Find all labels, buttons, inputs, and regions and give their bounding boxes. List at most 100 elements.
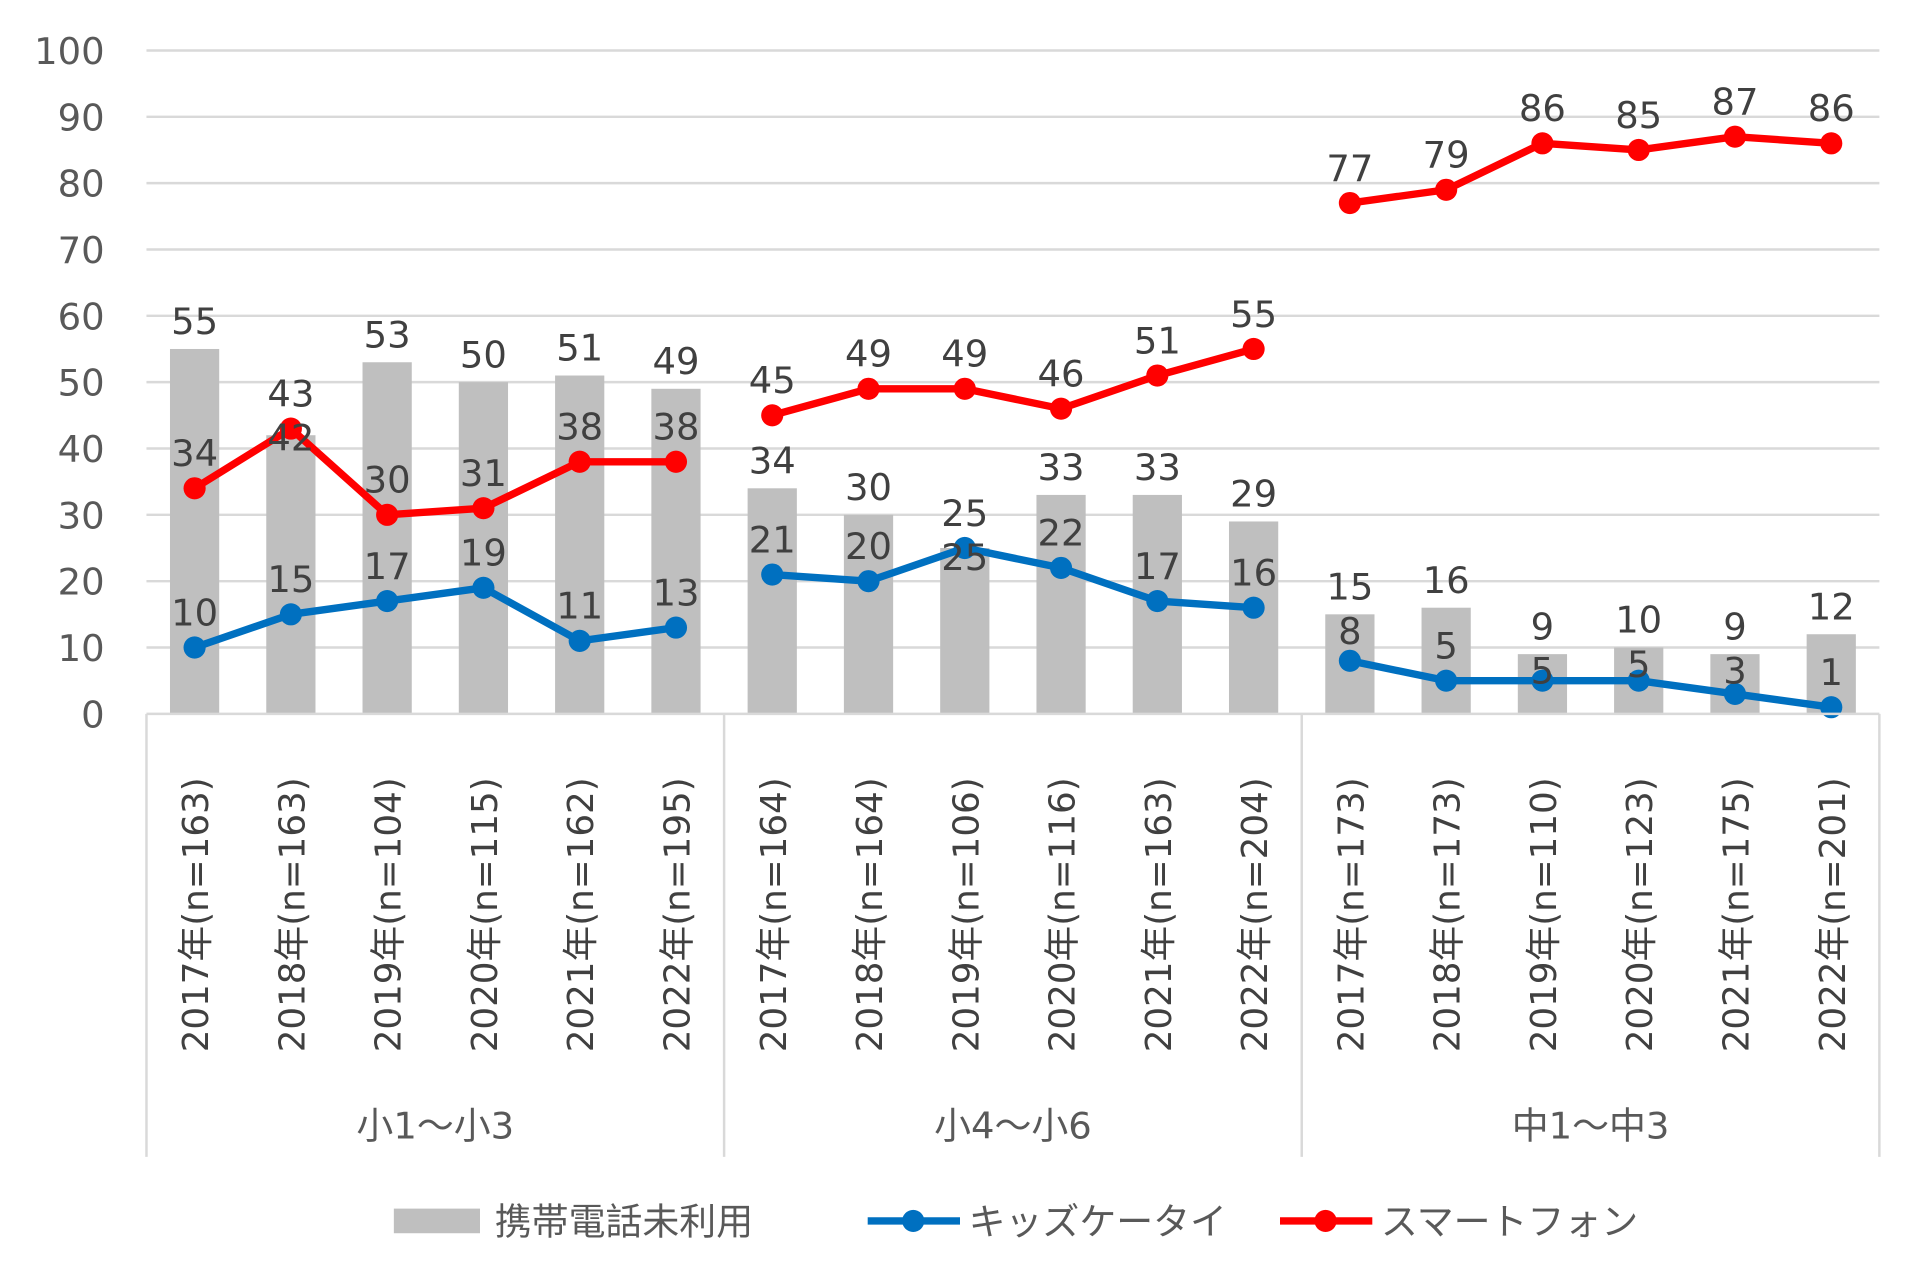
series-marker — [953, 377, 976, 400]
y-axis-ticks: 0 10 20 30 40 50 60 70 80 90 100 — [34, 30, 104, 736]
series-marker — [1627, 138, 1650, 162]
bar — [843, 514, 894, 714]
x-axis: 2017年(n=163) 2018年(n=163) 2019年(n=104) 2020… — [145, 712, 1881, 1157]
series-marker — [472, 576, 495, 599]
bar — [555, 375, 605, 714]
line-data-label: 19 — [460, 532, 507, 575]
series-marker — [183, 477, 206, 500]
legend-label: キッズケータイ — [969, 1200, 1227, 1243]
x-category-label: 2021年(n=163) — [1139, 777, 1180, 1052]
y-tick-label: 90 — [58, 96, 105, 139]
series-marker — [1242, 337, 1265, 361]
line-data-label: 22 — [1038, 512, 1085, 555]
series-line — [771, 544, 1254, 612]
x-group-label: 中1～中3 — [1512, 1104, 1670, 1147]
x-category-label: 2020年(n=123) — [1620, 777, 1661, 1052]
x-category-label: 2022年(n=195) — [658, 777, 699, 1052]
series-marker — [568, 629, 591, 652]
series-marker — [664, 450, 688, 473]
x-category-label: 2019年(n=104) — [369, 777, 410, 1052]
line-data-label: 8 — [1338, 610, 1361, 653]
line-data-label: 43 — [267, 372, 314, 415]
series-marker — [1338, 649, 1361, 672]
series-marker — [1531, 132, 1554, 155]
series-marker — [376, 503, 399, 526]
series-line — [193, 584, 677, 651]
line-data-label: 55 — [1230, 293, 1277, 336]
bar — [1036, 494, 1086, 714]
line-data-label: 31 — [460, 452, 507, 495]
bar — [169, 348, 220, 714]
series-marker — [1627, 669, 1650, 692]
x-group-label: 小4～小6 — [934, 1104, 1092, 1147]
line-data-label: 85 — [1615, 94, 1662, 137]
series-line — [1349, 133, 1832, 207]
line-data-label: 38 — [652, 406, 699, 449]
x-category-label: 2018年(n=164) — [850, 777, 891, 1052]
bar — [747, 488, 797, 714]
x-category-label: 2021年(n=162) — [561, 777, 602, 1052]
line-data-label: 34 — [171, 432, 218, 475]
bar-data-label: 34 — [749, 440, 796, 483]
x-category-label: 2017年(n=163) — [176, 777, 217, 1052]
line-data-label: 25 — [941, 492, 988, 535]
lines — [183, 125, 1843, 719]
bar — [651, 388, 701, 714]
bar-data-label: 25 — [941, 536, 988, 579]
line-data-label: 49 — [845, 333, 892, 376]
y-tick-label: 100 — [34, 30, 104, 73]
x-category-label: 2020年(n=116) — [1043, 777, 1084, 1052]
line-data-label: 1 — [1820, 651, 1843, 694]
bar-data-label: 51 — [556, 327, 603, 370]
series-marker — [1049, 397, 1073, 420]
series-marker — [279, 603, 302, 626]
line-data-label: 16 — [1230, 552, 1277, 595]
x-category-label: 2018年(n=173) — [1428, 777, 1469, 1052]
series-marker — [1723, 125, 1747, 148]
series-line — [1349, 657, 1832, 711]
line-data-label: 77 — [1326, 147, 1373, 190]
series-marker — [1338, 191, 1361, 215]
series-marker — [761, 404, 784, 427]
line-data-label: 79 — [1423, 134, 1470, 177]
line-data-label: 11 — [556, 585, 603, 628]
line-data-label: 5 — [1627, 643, 1650, 686]
bar-data-label: 9 — [1723, 605, 1746, 648]
bar-data-label: 9 — [1531, 605, 1554, 648]
legend-label: スマートフォン — [1381, 1200, 1638, 1243]
series-marker — [1242, 596, 1265, 619]
line-data-label: 20 — [845, 525, 892, 568]
line-data-label: 21 — [749, 518, 796, 561]
line-data-label: 17 — [364, 545, 411, 588]
series-marker — [664, 616, 688, 639]
line-data-label: 5 — [1531, 650, 1554, 693]
line-data-label: 5 — [1434, 625, 1457, 668]
line-data-label: 15 — [267, 558, 314, 601]
legend-marker-icon — [1314, 1209, 1337, 1232]
series-marker — [1723, 682, 1747, 706]
bar-data-label: 33 — [1038, 446, 1085, 489]
series-marker — [857, 570, 880, 593]
series-marker — [1531, 669, 1554, 692]
bar-data-label: 53 — [364, 313, 411, 356]
series-marker — [376, 589, 399, 613]
y-tick-label: 80 — [58, 163, 105, 206]
series-marker — [1435, 669, 1458, 692]
bar-data-label: 33 — [1134, 446, 1181, 489]
x-group-label: 小1～小3 — [356, 1104, 514, 1147]
line-data-label: 86 — [1808, 87, 1855, 130]
series-marker — [1146, 589, 1169, 613]
bar — [940, 548, 990, 714]
bar-data-label: 50 — [460, 333, 507, 376]
y-tick-label: 10 — [58, 627, 105, 670]
bar-data-label: 49 — [652, 340, 699, 383]
bar-data-label: 55 — [171, 300, 218, 343]
bar-data-label: 16 — [1423, 559, 1470, 602]
x-category-label: 2017年(n=173) — [1331, 777, 1372, 1052]
series-line — [771, 345, 1255, 419]
bar-data-label: 29 — [1230, 473, 1277, 516]
line-data-label: 10 — [171, 591, 218, 634]
line-data-label: 86 — [1519, 87, 1566, 130]
bar — [362, 362, 412, 714]
